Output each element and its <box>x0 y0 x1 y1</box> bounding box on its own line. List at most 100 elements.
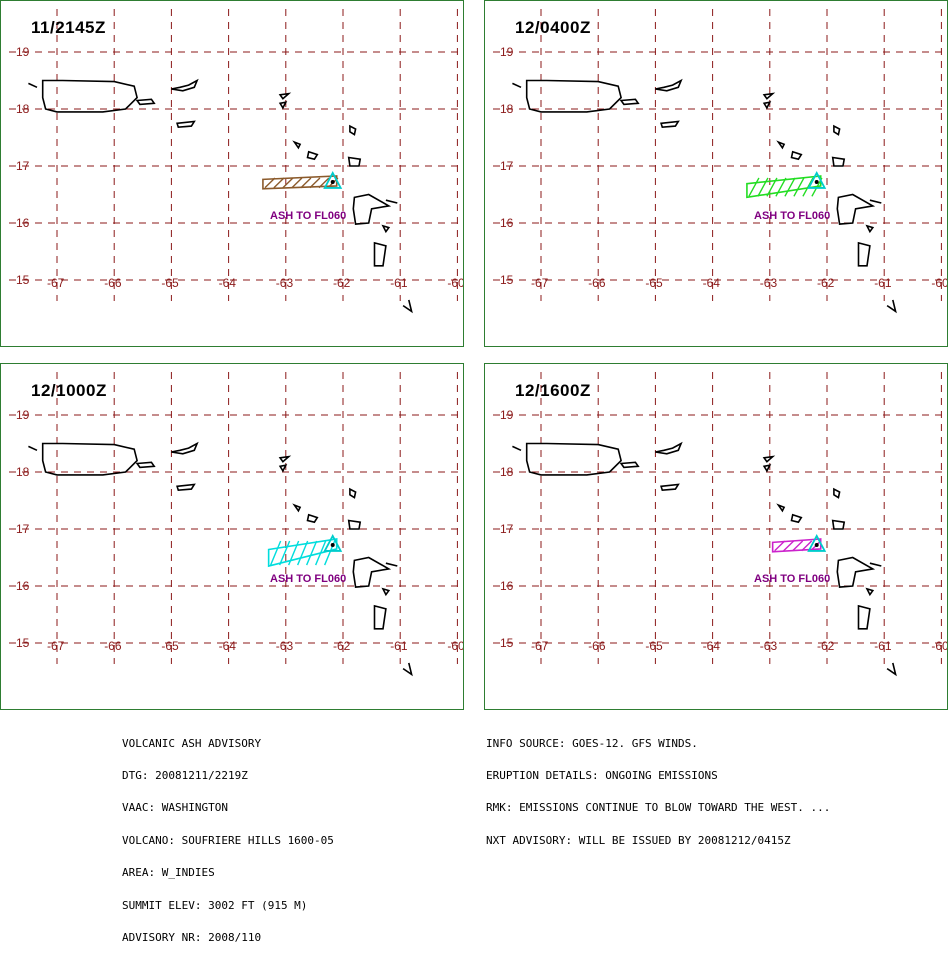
st-croix-outline <box>176 120 196 129</box>
lat-tick-label: 19 <box>16 45 30 59</box>
lon-tick-label: -62 <box>817 276 835 290</box>
lon-tick-label: -65 <box>161 639 179 653</box>
st-croix-outline <box>176 483 196 492</box>
lon-tick-label: -65 <box>645 639 663 653</box>
map-panel-4: ASH TO FL060 19 18 17 16 15 -67 -66 -65 -64 -63 -62… <box>484 363 948 710</box>
lon-tick-label: -61 <box>390 276 408 290</box>
volcano-triangle-icon <box>323 534 343 552</box>
anguilla-outline <box>762 92 776 100</box>
la-desirade-outline <box>385 199 398 204</box>
lat-tick-label: 17 <box>500 159 514 173</box>
ash-hatch-line <box>784 177 796 197</box>
coastlines <box>512 78 897 314</box>
ash-level-label: ASH TO FL060 <box>754 573 830 585</box>
guadeloupe-outline <box>836 556 876 588</box>
nevis-outline <box>790 150 803 161</box>
advisory-next: NXT ADVISORY: WILL BE ISSUED BY 20081212… <box>486 833 791 847</box>
map-canvas: ASH TO FL060 19 18 17 16 15 -67 -66 -65 -64 -63 -62… <box>9 372 464 677</box>
ash-hatch-line <box>269 540 282 566</box>
lat-tick-label: 16 <box>500 216 514 230</box>
ash-cloud-outline <box>267 538 338 568</box>
lon-tick-label: -60 <box>931 639 948 653</box>
puerto-rico-outline <box>525 79 622 113</box>
advisory-vaac: VAAC: WASHINGTON <box>122 801 228 815</box>
la-desirade-outline <box>869 562 882 567</box>
ash-hatch-line <box>792 540 804 552</box>
map-panel-3: ASH TO FL060 19 18 17 16 15 -67 -66 -65 -64 -63 -62… <box>0 363 464 710</box>
martinique-outline <box>402 299 413 314</box>
ash-hatch-line <box>801 540 813 552</box>
lat-tick-label: 15 <box>500 636 514 650</box>
martinique-outline <box>402 662 413 677</box>
virgin-islands-outline <box>171 78 199 92</box>
volcano-triangle-icon <box>807 534 827 552</box>
vieques-outline <box>135 98 156 106</box>
ash-hatch-line <box>273 177 285 189</box>
ash-level-label: ASH TO FL060 <box>270 210 346 222</box>
lon-tick-label: -60 <box>447 639 464 653</box>
panel-time-label: 12/0400Z <box>515 18 591 37</box>
anguilla-outline <box>762 455 776 463</box>
antigua-outline <box>347 519 362 530</box>
barbuda-outline <box>833 124 841 136</box>
virgin-islands-outline <box>171 441 199 455</box>
st-martin-outline <box>278 101 288 110</box>
anguilla-outline <box>278 92 292 100</box>
lat-tick-label: 18 <box>16 102 30 116</box>
marie-galante-outline <box>865 587 875 597</box>
puerto-rico-outline <box>41 442 138 476</box>
st-kitts-outline <box>776 503 786 513</box>
panel-time-label: 12/1000Z <box>31 381 107 400</box>
guadeloupe-outline <box>836 193 876 225</box>
ash-hatch-line <box>748 177 760 197</box>
guadeloupe-outline <box>352 556 392 588</box>
lon-tick-label: -63 <box>760 276 778 290</box>
lat-tick-label: 16 <box>500 579 514 593</box>
lat-tick-label: 17 <box>16 159 30 173</box>
advisory-volcano: VOLCANO: SOUFRIERE HILLS 1600-05 <box>122 833 334 847</box>
map-canvas: ASH TO FL060 19 18 17 16 15 -67 -66 -65 -64 -63 -62… <box>493 9 947 314</box>
vieques-outline <box>619 98 640 106</box>
ash-level-label: ASH TO FL060 <box>270 573 346 585</box>
marie-galante-outline <box>381 587 391 597</box>
nevis-outline <box>306 513 319 524</box>
ash-hatch-line <box>264 177 276 189</box>
axis-labels: 19 18 17 16 15 -67 -66 -65 -64 -63 -62 -61 -60 <box>16 45 464 290</box>
advisory-eruption-details: ERUPTION DETAILS: ONGOING EMISSIONS <box>486 768 718 782</box>
nevis-outline <box>790 513 803 524</box>
lon-tick-label: -60 <box>447 276 464 290</box>
martinique-outline <box>886 662 897 677</box>
ash-hatch-line <box>287 540 300 566</box>
advisory-remarks: RMK: EMISSIONS CONTINUE TO BLOW TOWARD T… <box>486 801 831 815</box>
st-kitts-outline <box>292 503 302 513</box>
lat-tick-label: 15 <box>16 636 30 650</box>
st-martin-outline <box>762 101 772 110</box>
lon-tick-label: -67 <box>531 276 549 290</box>
ash-cloud <box>771 538 822 553</box>
lat-tick-label: 17 <box>16 522 30 536</box>
advisory-header-left: VOLCANIC ASH ADVISORY DTG: 20081211/2219… <box>122 717 334 955</box>
st-kitts-outline <box>776 140 786 150</box>
nevis-outline <box>306 150 319 161</box>
ash-level-label: ASH TO FL060 <box>754 210 830 222</box>
lat-tick-label: 18 <box>500 102 514 116</box>
advisory-header-right: INFO SOURCE: GOES-12. GFS WINDS. ERUPTIO… <box>486 717 830 857</box>
ash-hatch-line <box>783 540 795 552</box>
advisory-number: ADVISORY NR: 2008/110 <box>122 930 262 944</box>
antigua-outline <box>831 519 846 530</box>
lon-tick-label: -66 <box>104 276 122 290</box>
ash-hatch-line <box>775 177 787 197</box>
ash-cloud <box>267 538 338 568</box>
ash-hatch-line <box>309 177 321 189</box>
ash-hatch-line <box>802 177 814 197</box>
lon-tick-label: -63 <box>760 639 778 653</box>
advisory-area: AREA: W_INDIES <box>122 866 215 880</box>
lon-tick-label: -62 <box>817 639 835 653</box>
st-croix-outline <box>660 483 680 492</box>
mona-island-outline <box>512 82 522 89</box>
ash-hatch-line <box>793 177 805 197</box>
dominica-outline <box>373 241 387 267</box>
dominica-outline <box>373 604 387 630</box>
panel-time-label: 12/1600Z <box>515 381 591 400</box>
ash-hatch-line <box>318 177 330 189</box>
